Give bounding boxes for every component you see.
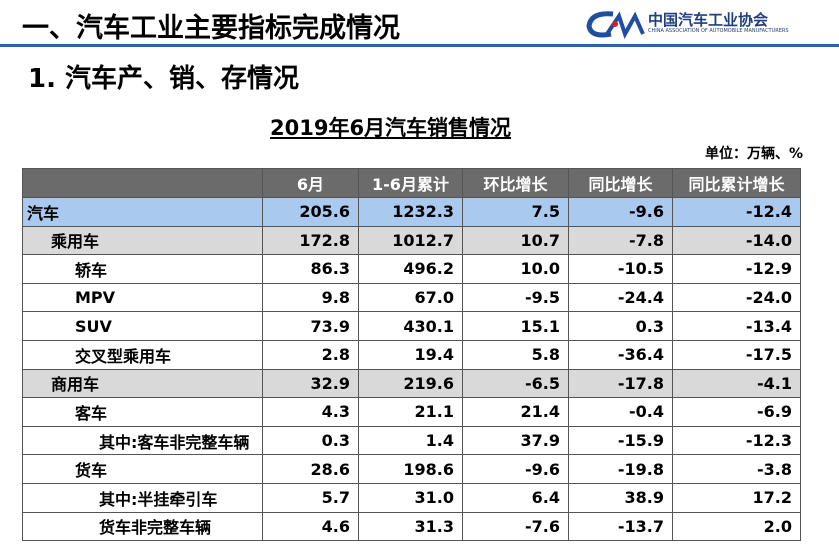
value-cell: -7.6: [462, 511, 569, 542]
value-cell: 17.2: [672, 483, 801, 513]
row-label: 交叉型乘用车: [22, 340, 263, 370]
value-cell: 86.3: [262, 254, 359, 284]
value-cell: 496.2: [358, 254, 463, 284]
header-rule: [0, 44, 839, 47]
logo-mark: [586, 11, 645, 39]
value-cell: 21.4: [462, 397, 569, 427]
column-header: 环比增长: [462, 168, 569, 198]
column-header: 1-6月累计: [358, 168, 463, 198]
row-label: 货车: [22, 454, 263, 484]
value-cell: 10.7: [462, 225, 569, 256]
value-cell: 198.6: [358, 454, 463, 484]
value-cell: -3.8: [672, 454, 801, 484]
value-cell: 15.1: [462, 311, 569, 341]
value-cell: 19.4: [358, 340, 463, 370]
value-cell: 172.8: [262, 225, 359, 256]
value-cell: 0.3: [262, 425, 359, 456]
value-cell: -17.8: [568, 368, 673, 399]
value-cell: -7.8: [568, 225, 673, 256]
value-cell: -9.6: [462, 454, 569, 484]
value-cell: -15.9: [568, 425, 673, 456]
value-cell: -13.7: [568, 511, 673, 542]
value-cell: 7.5: [462, 197, 569, 227]
value-cell: -9.5: [462, 282, 569, 313]
value-cell: 9.8: [262, 282, 359, 313]
value-cell: 67.0: [358, 282, 463, 313]
value-cell: -4.1: [672, 368, 801, 399]
value-cell: 21.1: [358, 397, 463, 427]
row-label: SUV: [22, 311, 263, 341]
value-cell: 32.9: [262, 368, 359, 399]
value-cell: 2.8: [262, 340, 359, 370]
value-cell: -17.5: [672, 340, 801, 370]
row-label: 其中:客车非完整车辆: [22, 425, 263, 456]
value-cell: -12.9: [672, 254, 801, 284]
value-cell: -24.4: [568, 282, 673, 313]
value-cell: 28.6: [262, 454, 359, 484]
value-cell: 1.4: [358, 425, 463, 456]
value-cell: -24.0: [672, 282, 801, 313]
value-cell: 38.9: [568, 483, 673, 513]
value-cell: -6.5: [462, 368, 569, 399]
value-cell: -10.5: [568, 254, 673, 284]
table-title: 2019年6月汽车销售情况: [270, 116, 512, 140]
value-cell: 31.0: [358, 483, 463, 513]
value-cell: 2.0: [672, 511, 801, 542]
value-cell: -12.3: [672, 425, 801, 456]
header-cell: [22, 168, 263, 198]
value-cell: 5.7: [262, 483, 359, 513]
value-cell: -13.4: [672, 311, 801, 341]
logo-subtitle: CHINA ASSOCIATION OF AUTOMOBILE MANUFACT…: [648, 28, 789, 34]
row-label: 商用车: [22, 368, 263, 399]
value-cell: -0.4: [568, 397, 673, 427]
row-label: 货车非完整车辆: [22, 511, 263, 542]
value-cell: -36.4: [568, 340, 673, 370]
value-cell: 5.8: [462, 340, 569, 370]
row-label: 乘用车: [22, 225, 263, 256]
value-cell: 4.3: [262, 397, 359, 427]
row-label: 轿车: [22, 254, 263, 284]
value-cell: 73.9: [262, 311, 359, 341]
value-cell: 0.3: [568, 311, 673, 341]
logo-name: 中国汽车工业协会: [648, 11, 769, 29]
value-cell: 37.9: [462, 425, 569, 456]
value-cell: 1232.3: [358, 197, 463, 227]
column-header: 同比增长: [568, 168, 673, 198]
row-label: 客车: [22, 397, 263, 427]
column-header: 6月: [262, 168, 359, 198]
value-cell: 31.3: [358, 511, 463, 542]
unit-label: 单位：万辆、%: [704, 146, 803, 162]
value-cell: 4.6: [262, 511, 359, 542]
section-title: 1. 汽车产、销、存情况: [28, 64, 300, 94]
value-cell: -6.9: [672, 397, 801, 427]
column-header: 同比累计增长: [672, 168, 801, 198]
value-cell: 205.6: [262, 197, 359, 227]
value-cell: 10.0: [462, 254, 569, 284]
value-cell: -9.6: [568, 197, 673, 227]
value-cell: 219.6: [358, 368, 463, 399]
value-cell: 1012.7: [358, 225, 463, 256]
value-cell: 430.1: [358, 311, 463, 341]
value-cell: -14.0: [672, 225, 801, 256]
row-label: 汽车: [22, 197, 263, 227]
row-label: 其中:半挂牵引车: [22, 483, 263, 513]
value-cell: -12.4: [672, 197, 801, 227]
header-title: 一、汽车工业主要指标完成情况: [22, 13, 400, 44]
value-cell: 6.4: [462, 483, 569, 513]
row-label: MPV: [22, 282, 263, 313]
value-cell: -19.8: [568, 454, 673, 484]
